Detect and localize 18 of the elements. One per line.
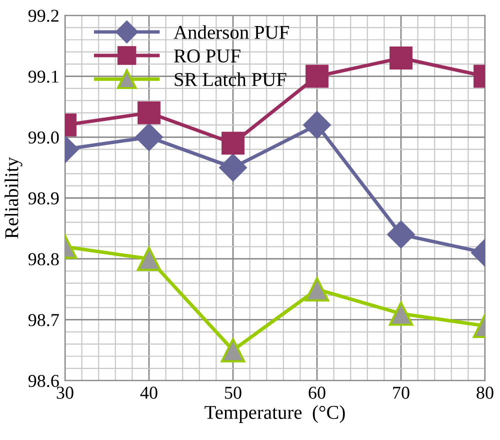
legend-label: Anderson PUF — [174, 25, 289, 39]
y-tick-label: 99.1 — [28, 70, 58, 83]
y-tick-label: 99.0 — [28, 131, 59, 144]
x-tick-label: 80 — [476, 386, 494, 399]
y-tick-label: 98.9 — [28, 192, 59, 205]
x-tick-label: 40 — [140, 386, 158, 399]
x-tick-label: 50 — [225, 386, 242, 399]
y-tick-label: 98.8 — [28, 253, 59, 266]
x-tick-label: 30 — [56, 386, 74, 399]
legend-label: RO PUF — [174, 49, 240, 63]
legend-label: SR Latch PUF — [174, 72, 286, 86]
y-tick-label: 98.6 — [28, 374, 59, 388]
y-axis-title: Reliability — [4, 157, 22, 238]
x-tick-label: 60 — [308, 386, 326, 399]
y-tick-label: 98.7 — [28, 314, 59, 326]
y-tick-label: 99.2 — [28, 10, 58, 22]
x-axis-title: Temperature (°C) — [204, 405, 345, 423]
x-tick-label: 70 — [393, 386, 410, 399]
